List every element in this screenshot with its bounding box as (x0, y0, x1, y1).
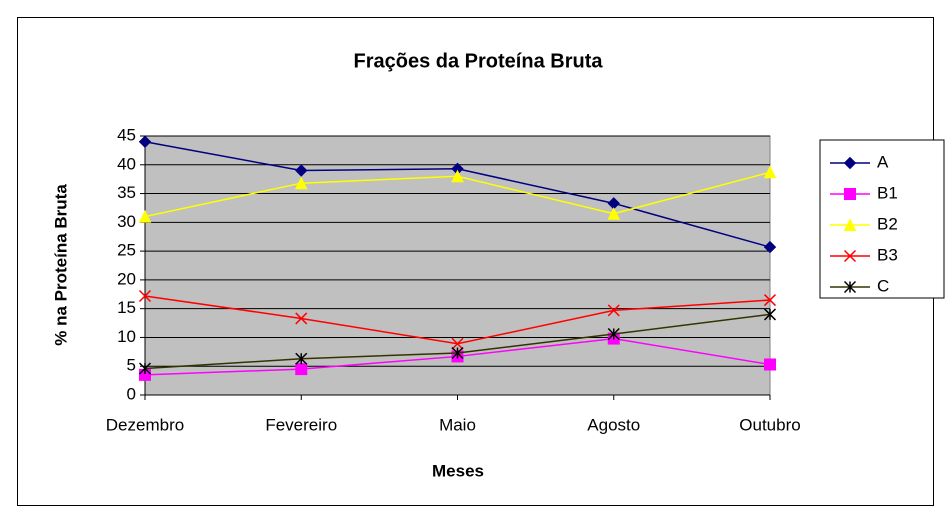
marker (607, 327, 620, 341)
y-tick-label: 0 (127, 384, 136, 403)
y-axis-title: % na Proteína Bruta (51, 184, 70, 346)
marker (138, 135, 152, 148)
marker (294, 176, 308, 190)
marker (843, 249, 857, 263)
marker (763, 308, 777, 321)
x-tick-label: Agosto (587, 415, 640, 434)
y-tick-label: 40 (117, 154, 136, 173)
marker (451, 346, 464, 360)
marker (843, 280, 857, 294)
marker (451, 337, 464, 350)
marker (607, 304, 620, 317)
legend-box (819, 139, 945, 299)
marker (764, 358, 776, 371)
marker (763, 165, 777, 179)
legend-label: B2 (877, 214, 898, 233)
y-tick-label: 15 (117, 298, 136, 317)
marker (844, 188, 856, 200)
marker (138, 209, 152, 223)
chart-title: Frações da Proteína Bruta (354, 50, 604, 72)
marker (763, 294, 777, 307)
marker (763, 240, 777, 254)
x-tick-label: Dezembro (106, 415, 184, 434)
marker (843, 156, 857, 170)
x-axis-title: Meses (432, 461, 484, 480)
x-tick-label: Outubro (739, 415, 800, 434)
legend-label: C (877, 276, 889, 295)
y-tick-label: 35 (117, 183, 136, 202)
marker (607, 207, 621, 220)
y-tick-label: 30 (117, 212, 136, 231)
marker (295, 312, 308, 325)
y-tick-label: 25 (117, 241, 136, 260)
y-tick-label: 10 (117, 327, 136, 346)
marker (295, 363, 308, 376)
legend-label: A (877, 152, 889, 171)
x-tick-label: Maio (439, 415, 476, 434)
legend-label: B1 (877, 183, 898, 202)
marker (138, 289, 152, 303)
y-tick-label: 20 (117, 269, 136, 288)
y-tick-label: 45 (117, 125, 136, 144)
marker (138, 362, 152, 375)
marker (843, 218, 857, 231)
marker (451, 169, 464, 183)
marker (295, 164, 308, 177)
x-tick-label: Fevereiro (265, 415, 337, 434)
legend-label: B3 (877, 245, 898, 264)
marker (295, 352, 308, 365)
y-tick-label: 5 (127, 356, 136, 375)
